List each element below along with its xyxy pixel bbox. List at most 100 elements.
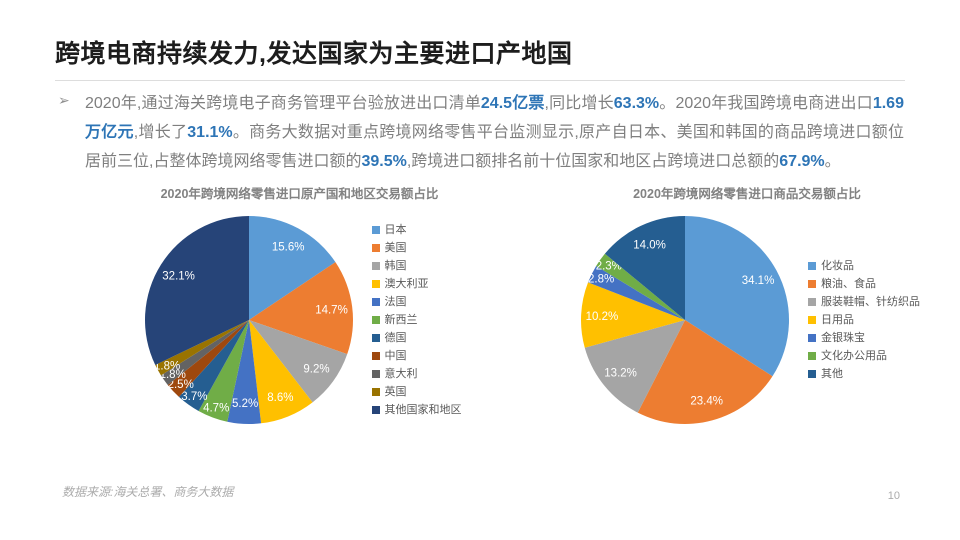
paragraph-text: 2020年,通过海关跨境电子商务管理平台验放进出口清单24.5亿票,同比增长63…	[85, 89, 904, 176]
pie-slice	[248, 262, 353, 355]
legend-item: 法国	[371, 295, 462, 309]
legend-item: 德国	[371, 331, 462, 345]
pie-slice	[685, 216, 790, 377]
pie-data-label: 14.7%	[315, 304, 348, 316]
pie-slice	[588, 265, 685, 320]
highlight-number: 1.69万亿元	[85, 95, 904, 141]
legend-label: 英国	[384, 385, 407, 398]
legend-label: 韩国	[384, 259, 407, 272]
legend-label: 德国	[384, 331, 407, 344]
pie-data-label: 13.2%	[604, 368, 637, 380]
legend-swatch	[808, 280, 816, 288]
pie-slice	[580, 282, 685, 348]
legend-item: 意大利	[371, 368, 462, 381]
legend-item: 金银珠宝	[808, 332, 920, 345]
pie-data-label: 3.7%	[181, 391, 207, 403]
legend-item: 英国	[371, 385, 462, 399]
pie-data-label: 14.0%	[633, 240, 666, 252]
pie-data-label: 1.8%	[153, 360, 179, 372]
legend-label: 其他国家和地区	[384, 403, 462, 416]
legend-item: 美国	[371, 241, 462, 255]
legend-swatch	[808, 262, 816, 270]
pie-data-label: 15.6%	[271, 242, 304, 254]
pie-slice	[144, 216, 249, 366]
legend-swatch	[808, 352, 816, 360]
legend-label: 金银珠宝	[821, 331, 865, 344]
chart-card-product-categories: 2020年跨境网络零售进口商品交易额占比 34.1% 23.4% 13.2% 10.2…	[552, 183, 942, 431]
legend-label: 日用品	[821, 313, 854, 326]
chart-title-product-categories: 2020年跨境网络零售进口商品交易额占比	[633, 187, 861, 201]
legend-swatch	[371, 370, 380, 378]
pie-data-label: 1.8%	[159, 369, 185, 381]
pie-data-label: 9.2%	[303, 364, 329, 376]
highlight-number: 24.5亿票	[480, 95, 545, 112]
pie-slice	[160, 320, 249, 385]
data-source-note: 数据来源:海关总署、商务大数据	[62, 485, 234, 499]
pie-slice	[178, 320, 249, 411]
legend-swatch	[371, 316, 380, 324]
legend-swatch	[371, 244, 380, 252]
highlight-number: 31.1%	[187, 124, 233, 141]
text-segment: 。商务大数据对重点跨境网络零售平台监测显示,原产自日本、美国和韩国的商品跨境进口…	[85, 124, 904, 170]
pie-chart-origin-countries: 15.6%14.7%9.2%8.6%5.2%4.7%3.7%2.5%1.8%1.…	[144, 216, 353, 425]
highlight-number: 39.5%	[361, 153, 407, 170]
legend-item: 化妆品	[808, 260, 920, 273]
legend-swatch	[371, 298, 380, 306]
legend-label: 美国	[384, 241, 407, 254]
page-number: 10	[887, 490, 900, 502]
legend-origin-countries: 日本美国韩国澳大利亚法国新西兰德国中国意大利英国其他国家和地区	[371, 219, 462, 422]
pie-data-label: 5.2%	[231, 398, 257, 410]
body-paragraph: ➢ 2020年,通过海关跨境电子商务管理平台验放进出口清单24.5亿票,同比增长…	[58, 89, 904, 176]
legend-item: 其他	[808, 368, 920, 381]
legend-label: 法国	[384, 295, 407, 308]
pie-data-label: 10.2%	[586, 311, 619, 323]
text-segment: 。	[824, 153, 841, 170]
highlight-number: 63.3%	[613, 95, 660, 112]
legend-label: 服装鞋帽、针纺织品	[821, 295, 920, 308]
legend-item: 其他国家和地区	[371, 403, 462, 417]
slide-title: 跨境电商持续发力,发达国家为主要进口产地国	[55, 40, 573, 68]
legend-label: 日本	[384, 223, 407, 236]
pie-slice	[226, 320, 261, 425]
legend-product-categories: 化妆品粮油、食品服装鞋帽、针纺织品 日用品金银珠宝文化办公用品其他	[808, 255, 920, 386]
legend-item: 文化办公用品	[808, 350, 920, 363]
legend-item: 中国	[371, 349, 462, 363]
legend-item: 粮油、食品	[808, 278, 920, 291]
pie-slice	[584, 320, 685, 413]
legend-label: 粮油、食品	[821, 277, 876, 290]
chart-card-origin-countries: 2020年跨境网络零售进口原产国和地区交易额占比 15.6% 14.7% 9.2% 8…	[92, 183, 507, 431]
legend-swatch	[808, 298, 816, 306]
bullet-arrow-icon: ➢	[58, 92, 70, 108]
legend-swatch	[808, 334, 816, 342]
legend-swatch	[371, 334, 380, 342]
pie-data-label: 23.4%	[690, 395, 723, 407]
pie-data-label: 34.1%	[742, 275, 775, 287]
legend-swatch	[371, 280, 380, 288]
pie-data-label: 2.3%	[596, 261, 622, 273]
legend-label: 中国	[384, 349, 407, 362]
chart-body-product-categories: 34.1% 23.4% 13.2% 10.2% 2.8% 2.3% 14.0% 化妆品粮油、…	[552, 209, 942, 431]
legend-item: 澳大利亚	[371, 277, 462, 291]
legend-label: 化妆品	[821, 259, 854, 272]
pie-slice	[248, 320, 313, 424]
legend-label: 澳大利亚	[384, 277, 429, 290]
legend-swatch	[808, 316, 816, 324]
legend-item: 新西兰	[371, 314, 462, 327]
pie-data-label: 4.7%	[203, 403, 229, 415]
pie-slice	[154, 320, 249, 376]
chart-title-origin-countries: 2020年跨境网络零售进口原产国和地区交易额占比	[160, 187, 439, 201]
text-segment: ,跨境进口额排名前十位国家和地区占跨境进口总额的	[406, 153, 780, 170]
pie-data-label: 2.8%	[588, 274, 614, 286]
pie-slice	[248, 216, 335, 320]
legend-swatch	[371, 388, 380, 396]
legend-label: 其他	[821, 367, 843, 380]
legend-item: 日用品	[808, 314, 920, 327]
pie-slice	[167, 320, 249, 397]
pie-slice	[604, 216, 685, 320]
legend-swatch	[371, 352, 380, 360]
pie-slice	[637, 320, 773, 424]
pie-data-label: 2.5%	[167, 379, 193, 391]
legend-swatch	[371, 406, 380, 414]
highlight-number: 67.9%	[779, 153, 825, 170]
